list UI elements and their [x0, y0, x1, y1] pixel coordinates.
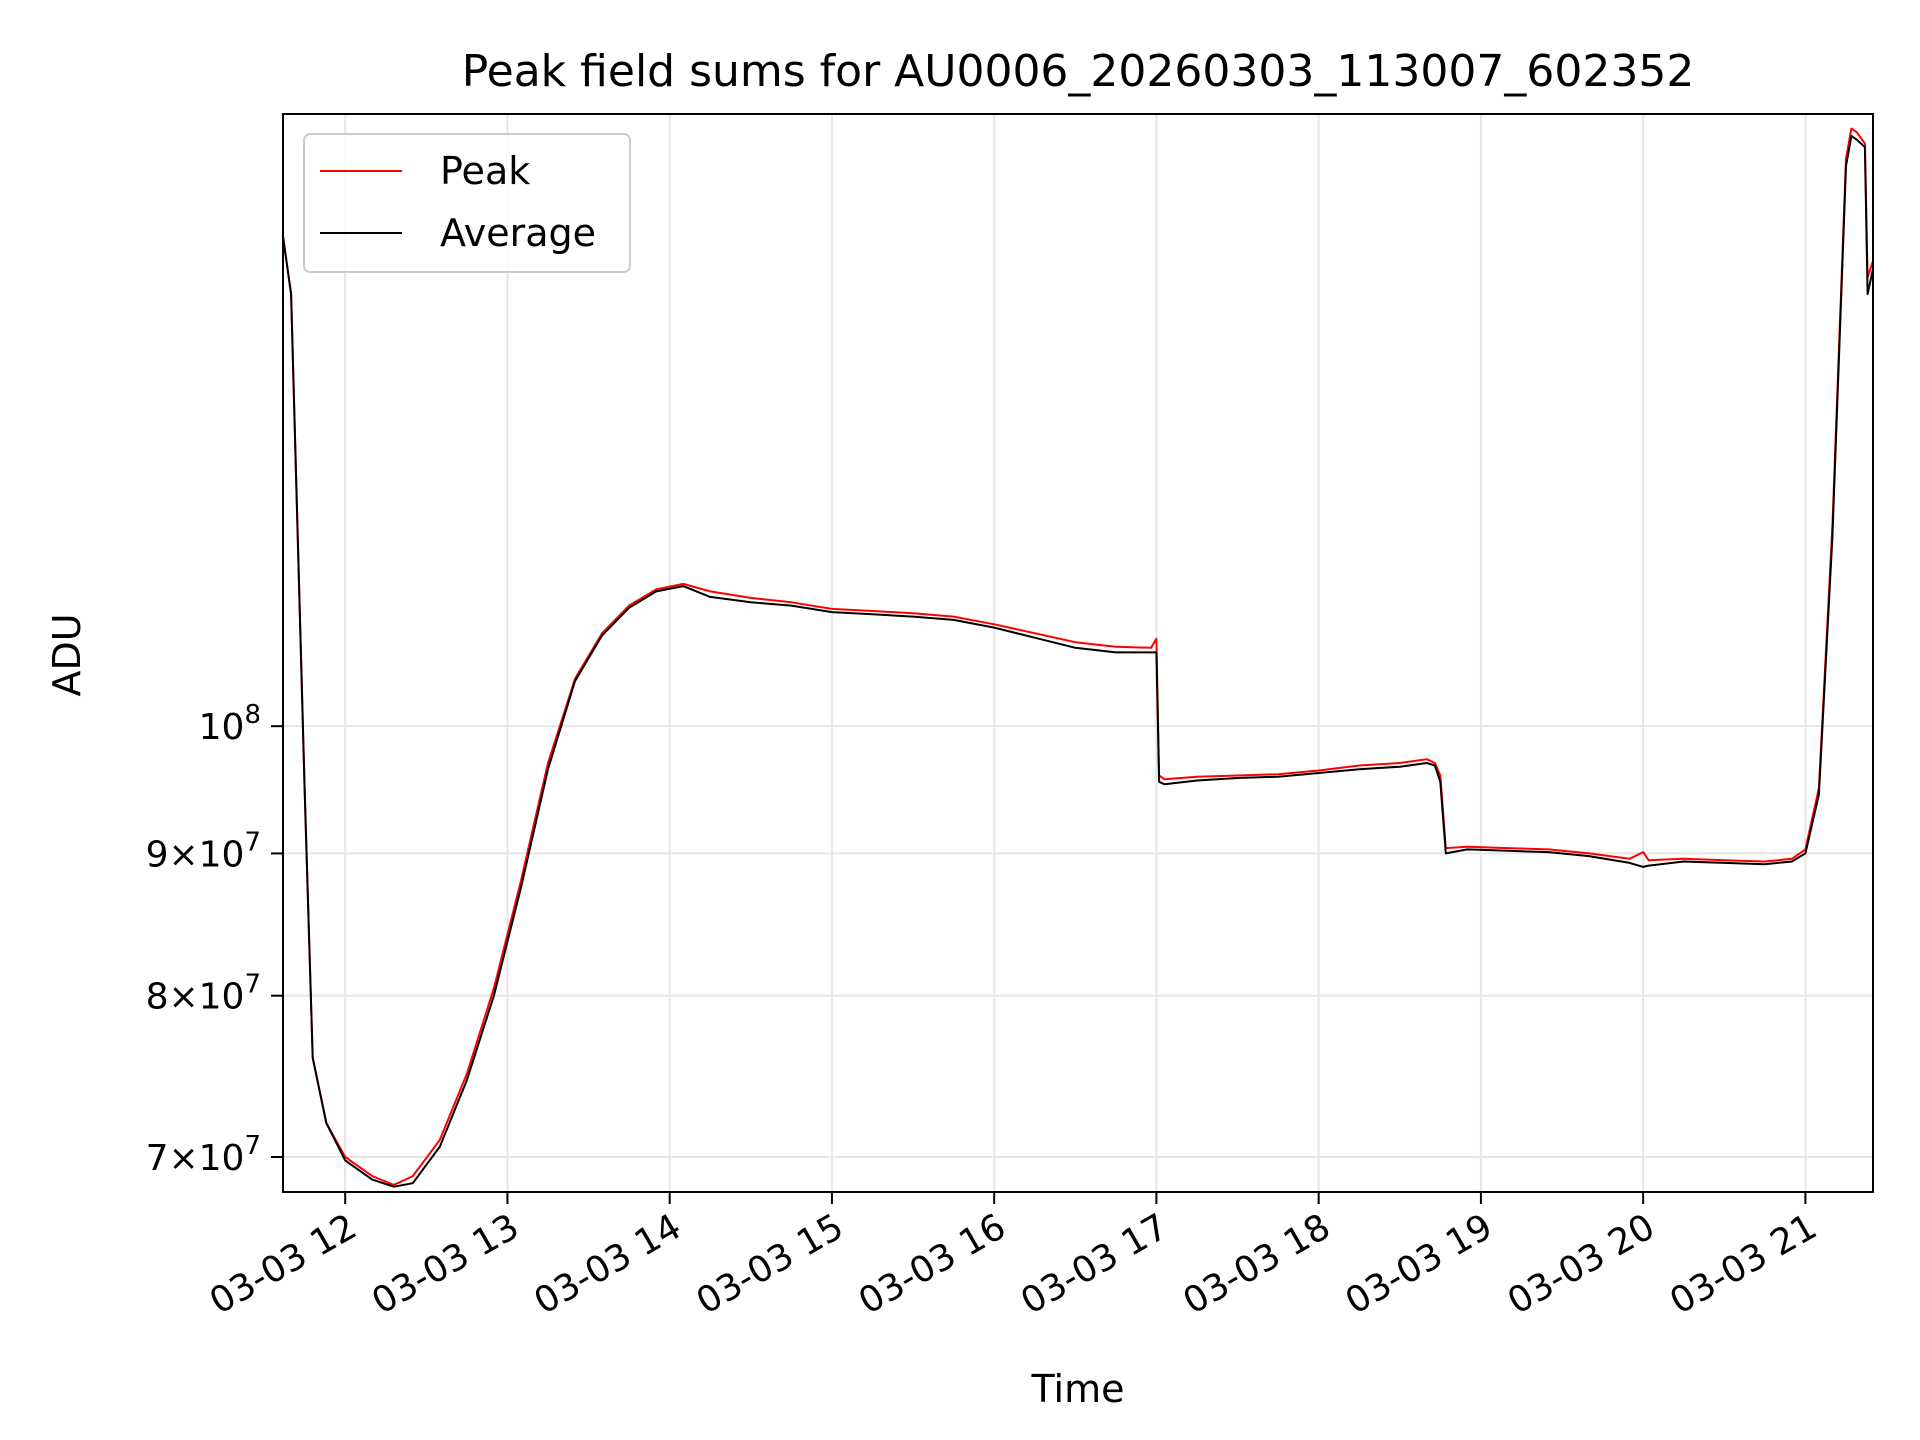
- grid: [283, 114, 1873, 1192]
- y-axis-label: ADU: [45, 613, 89, 696]
- series-line-average: [282, 135, 1874, 1188]
- y-axis-ticks: 7×107 8×107 9×107 108: [146, 700, 283, 1179]
- legend: Peak Average: [303, 133, 631, 273]
- y-tick-label: 9×107: [146, 827, 261, 875]
- chart-title: Peak field sums for AU0006_20260303_1130…: [462, 46, 1695, 97]
- legend-label-peak: Peak: [440, 149, 530, 193]
- series-layer: [282, 127, 1874, 1188]
- y-tick-label: 8×107: [146, 970, 261, 1018]
- legend-box: [303, 133, 631, 273]
- plot-frame: [282, 113, 1874, 1193]
- y-tick-label: 108: [199, 700, 261, 748]
- x-axis-label: Time: [1031, 1367, 1125, 1411]
- legend-label-average: Average: [440, 211, 596, 255]
- y-tick-label: 7×107: [146, 1131, 261, 1179]
